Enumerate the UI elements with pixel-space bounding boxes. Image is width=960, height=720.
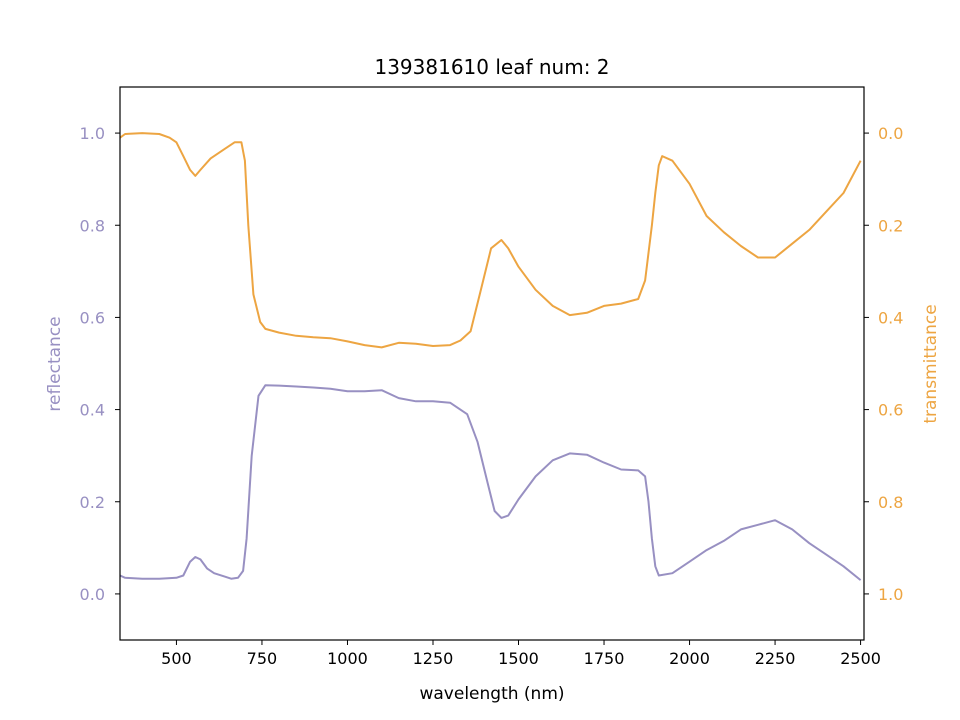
x-tick-label: 1750 [584, 649, 625, 668]
x-tick-label: 2000 [669, 649, 710, 668]
right-y-tick-label: 0.2 [878, 216, 903, 235]
plot-frame [119, 86, 865, 641]
right-y-axis-label: transmittance [921, 304, 941, 423]
x-tick-label: 2500 [840, 649, 881, 668]
right-y-tick-label: 1.0 [878, 585, 903, 604]
left-y-tick-label: 1.0 [80, 124, 105, 143]
x-tick-label: 1250 [413, 649, 454, 668]
right-y-tick-label: 0.0 [878, 124, 903, 143]
x-axis: 500 750 1000 1250 1500 1750 2000 2250 2500 [161, 640, 881, 668]
right-y-tick-label: 0.4 [878, 308, 903, 327]
chart-title: 139381610 leaf num: 2 [374, 55, 609, 79]
transmittance-series-line [119, 132, 862, 349]
left-y-tick-label: 0.0 [80, 585, 105, 604]
left-y-axis: 0.0 0.2 0.4 0.6 0.8 1.0 [80, 124, 120, 604]
x-axis-label: wavelength (nm) [419, 684, 564, 704]
plot-series-layer [119, 132, 862, 581]
reflectance-series-line [119, 384, 862, 581]
right-y-axis: 0.0 0.2 0.4 0.6 0.8 1.0 [864, 124, 903, 604]
left-y-axis-label: reflectance [45, 316, 65, 411]
x-tick-label: 1000 [327, 649, 368, 668]
x-tick-label: 1500 [498, 649, 539, 668]
x-tick-label: 2250 [755, 649, 796, 668]
x-tick-label: 750 [247, 649, 278, 668]
x-tick-label: 500 [161, 649, 192, 668]
left-y-tick-label: 0.8 [80, 216, 105, 235]
right-y-tick-label: 0.6 [878, 401, 903, 420]
left-y-tick-label: 0.4 [80, 401, 105, 420]
right-y-tick-label: 0.8 [878, 493, 903, 512]
left-y-tick-label: 0.2 [80, 493, 105, 512]
left-y-tick-label: 0.6 [80, 308, 105, 327]
